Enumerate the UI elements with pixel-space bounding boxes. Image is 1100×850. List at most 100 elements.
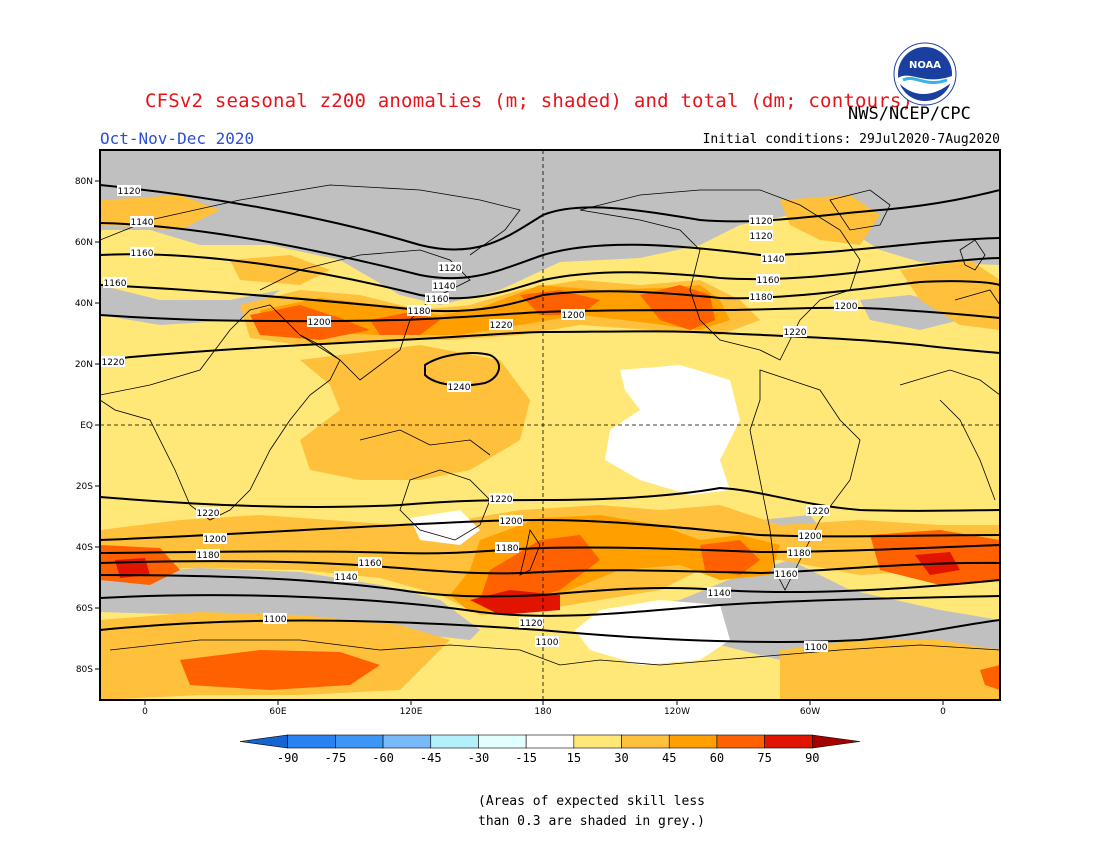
svg-text:1220: 1220 [784,328,807,338]
contour-1180 [100,280,1000,313]
lat-label: 60S [76,604,93,614]
colorbar-segment [668,734,718,749]
contour-label: 1120 [519,617,543,629]
svg-text:1100: 1100 [264,615,287,625]
svg-text:1160: 1160 [426,295,449,305]
contour-1120 [100,184,1000,251]
svg-text:1140: 1140 [131,218,154,228]
contour-label: 1140 [761,253,785,265]
svg-text:1180: 1180 [788,549,811,559]
contour-1180-sh [100,544,1000,555]
contour-label: 1160 [130,247,154,259]
colorbar-segment [239,734,288,749]
contour-label: 1160 [756,274,780,286]
svg-text:1200: 1200 [204,535,227,545]
lon-label: 0 [142,707,148,717]
contour-label: 1140 [130,216,154,228]
contour-1240 [424,352,500,387]
contour-label: 1120 [117,185,141,197]
colorbar-segment [335,734,384,749]
colorbar-label: -30 [468,751,490,765]
svg-text:1120: 1120 [520,619,543,629]
colorbar-segment [287,734,336,749]
contour-1220-sh [100,486,1000,512]
colorbar-segment [525,734,575,749]
contour-label: 1220 [806,505,830,517]
lat-label: 40S [76,543,93,553]
initial-conditions-label: Initial conditions: 29Jul2020-7Aug2020 [702,132,1000,147]
lat-axis: 80N 60N 40N 20N EQ 20S 40S 60S 80S [75,177,100,675]
lon-label: 60W [800,707,820,717]
svg-text:1160: 1160 [104,279,127,289]
contour-label: 1200 [203,533,227,545]
colorbar-segment [621,734,670,749]
contour-1120-sh [100,594,1000,617]
contour-label: 1140 [432,280,456,292]
svg-text:1200: 1200 [562,311,585,321]
contour-label: 1180 [787,547,811,559]
colorbar-label: 15 [567,751,581,765]
contour-1200 [100,306,1000,323]
colorbar-label: -60 [372,751,394,765]
colorbar-segment [764,734,813,749]
colorbar-label: 75 [757,751,771,765]
colorbar-label: -15 [515,751,537,765]
lon-label: 120E [400,707,423,717]
skill-note-line: (Areas of expected skill less [478,794,705,809]
colorbar-segment [716,734,765,749]
contour-1160 [100,253,1000,300]
svg-text:1220: 1220 [490,321,513,331]
organization-label: NWS/NCEP/CPC [848,104,971,124]
contour-label: 1120 [749,230,773,242]
svg-text:1220: 1220 [102,358,125,368]
contour-1220 [100,330,1000,361]
contour-label: 1200 [499,515,523,527]
svg-text:1220: 1220 [807,507,830,517]
contour-1140-sh [100,574,1000,598]
svg-text:1120: 1120 [439,264,462,274]
contour-label: 1180 [196,549,220,561]
svg-text:1220: 1220 [490,495,513,505]
contour-labels: 1120 1140 1160 1160 1200 1220 1120 1140 … [101,185,858,653]
skill-note: (Areas of expected skill less than 0.3 a… [478,792,705,832]
contour-label: 1200 [307,316,331,328]
contour-1200-sh [100,518,1000,541]
contour-label: 1200 [834,300,858,312]
svg-text:1140: 1140 [762,255,785,265]
contour-label: 1160 [425,293,449,305]
lon-label: 60E [269,707,286,717]
svg-text:1160: 1160 [131,249,154,259]
lat-label: 20N [75,360,93,370]
colorbar-label: 45 [662,751,676,765]
lat-label: 40N [75,299,93,309]
svg-text:NOAA: NOAA [909,60,941,71]
colorbar-segment [430,734,479,749]
contour-label: 1140 [334,571,358,583]
lat-label: 80N [75,177,93,187]
contour-label: 1160 [774,568,798,580]
svg-text:1120: 1120 [750,217,773,227]
svg-text:1120: 1120 [118,187,141,197]
colorbar-segment [478,734,527,749]
svg-text:1140: 1140 [433,282,456,292]
contour-label: 1100 [804,641,828,653]
contour-label: 1100 [263,613,287,625]
contour-label: 1120 [749,215,773,227]
contour-label: 1200 [561,309,585,321]
contour-label: 1180 [495,542,519,554]
contour-label: 1220 [489,319,513,331]
contour-label: 1120 [438,262,462,274]
lon-label: 120W [664,707,690,717]
contour-label: 1180 [749,291,773,303]
colorbar-segment [382,734,432,749]
contour-1160-sh [100,560,1000,575]
lat-label: 80S [76,665,93,675]
skill-note-line: than 0.3 are shaded in grey.) [478,814,705,829]
colorbar-label: 90 [805,751,819,765]
lat-label: EQ [80,421,93,431]
svg-text:1200: 1200 [500,517,523,527]
contour-label: 1140 [707,587,731,599]
contour-1140 [100,222,1000,280]
contour-label: 1180 [407,305,431,317]
contour-label: 1200 [798,530,822,542]
